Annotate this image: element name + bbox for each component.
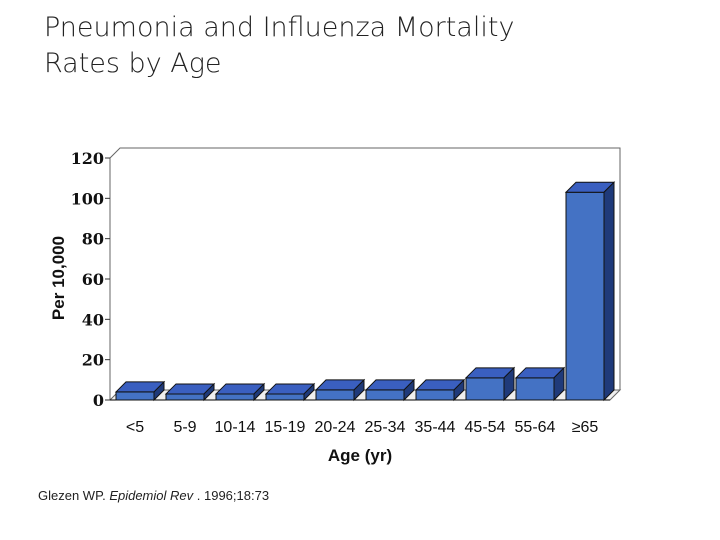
x-tick-label: 25-34 bbox=[365, 419, 406, 436]
bar bbox=[114, 380, 166, 402]
y-tick-label: 100 bbox=[71, 189, 104, 208]
citation-rest: . 1996;18:73 bbox=[196, 488, 270, 503]
bar-side bbox=[503, 366, 515, 402]
bars bbox=[114, 181, 616, 402]
x-tick-label: ≥65 bbox=[572, 419, 599, 436]
bar-front bbox=[565, 191, 605, 401]
slide-title: Pneumonia and Influenza Mortality Rates … bbox=[44, 10, 644, 82]
x-tick-label: 5-9 bbox=[173, 419, 196, 436]
bar-side bbox=[603, 181, 615, 402]
x-axis-tick-labels: <5 5-9 10-14 15-19 20-24 25-34 35-44 45-54 55-64… bbox=[126, 419, 599, 436]
bar bbox=[414, 378, 466, 402]
bar-front bbox=[365, 389, 405, 401]
bar-side bbox=[303, 382, 315, 402]
bar-front bbox=[315, 389, 355, 401]
y-tick-label: 40 bbox=[82, 310, 104, 329]
y-tick-label: 20 bbox=[82, 351, 104, 370]
y-axis: 0 20 40 60 80 100 120 bbox=[71, 149, 110, 410]
bar-side bbox=[403, 378, 415, 402]
x-tick-label: 35-44 bbox=[415, 419, 456, 436]
bar bbox=[514, 366, 566, 402]
bar bbox=[564, 181, 616, 402]
bar bbox=[364, 378, 416, 402]
y-tick-label: 60 bbox=[82, 270, 104, 289]
bar-side bbox=[153, 380, 165, 402]
bar bbox=[164, 382, 216, 402]
plot-frame bbox=[108, 147, 622, 401]
bar-front bbox=[465, 377, 505, 401]
y-tick-label: 120 bbox=[71, 149, 104, 168]
bar-front bbox=[515, 377, 555, 401]
x-tick-label: 55-64 bbox=[515, 419, 556, 436]
y-tick-label: 0 bbox=[93, 391, 104, 410]
bar-side bbox=[203, 382, 215, 402]
citation-author: Glezen WP. bbox=[38, 488, 106, 503]
bar-front bbox=[115, 391, 155, 401]
plot-back-frame bbox=[109, 147, 621, 400]
x-axis-label: Age (yr) bbox=[328, 446, 392, 465]
bar-side bbox=[253, 382, 265, 402]
x-tick-label: 10-14 bbox=[215, 419, 256, 436]
x-tick-label: <5 bbox=[126, 419, 144, 436]
x-tick-label: 20-24 bbox=[315, 419, 356, 436]
slide-title-line-1: Pneumonia and Influenza Mortality bbox=[44, 12, 515, 43]
bar-front bbox=[265, 393, 305, 401]
bar bbox=[314, 378, 366, 402]
bar bbox=[214, 382, 266, 402]
bar-side bbox=[553, 366, 565, 402]
bar bbox=[464, 366, 516, 402]
x-tick-label: 45-54 bbox=[465, 419, 506, 436]
bar-front bbox=[165, 393, 205, 401]
y-axis-label: Per 10,000 bbox=[49, 236, 68, 320]
x-tick-label: 15-19 bbox=[265, 419, 306, 436]
bar-side bbox=[353, 378, 365, 402]
bar-side bbox=[453, 378, 465, 402]
bar-front bbox=[215, 393, 255, 401]
slide-title-line-2: Rates by Age bbox=[44, 48, 222, 79]
bar-front bbox=[415, 389, 455, 401]
y-tick-label: 80 bbox=[82, 230, 104, 249]
citation: Glezen WP. Epidemiol Rev . 1996;18:73 bbox=[38, 488, 269, 503]
bar bbox=[264, 382, 316, 402]
citation-journal: Epidemiol Rev bbox=[109, 488, 194, 503]
